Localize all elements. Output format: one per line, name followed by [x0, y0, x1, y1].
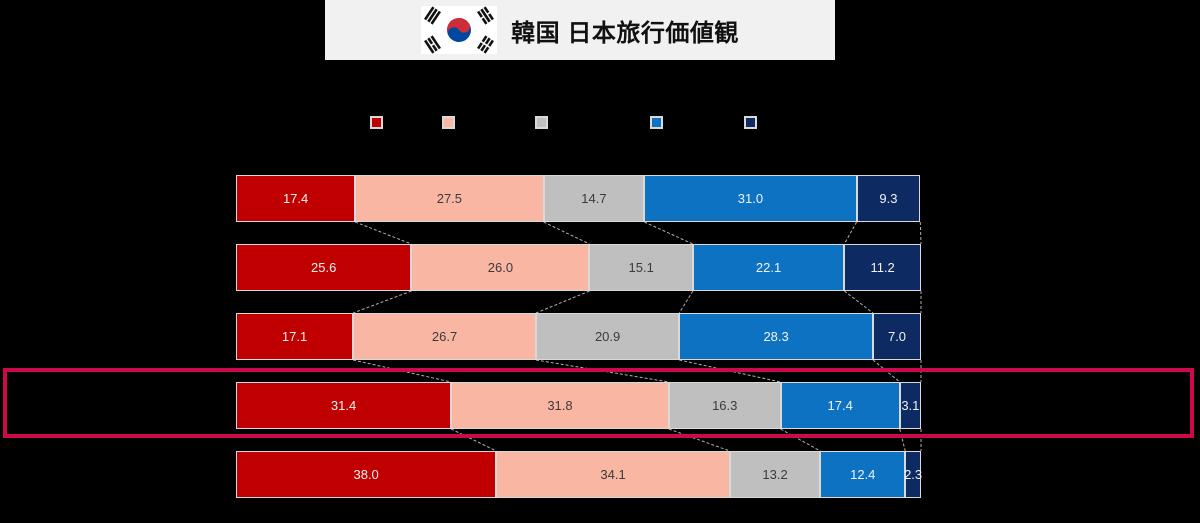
bar-segment: 14.7: [543, 175, 645, 222]
bar-segment: 9.3: [856, 175, 921, 222]
bar-segment: 3.1: [899, 382, 921, 429]
segment-value-label: 2.3: [904, 467, 923, 482]
bar-row: 17.1 26.7 20.9 28.3 7.0: [236, 313, 921, 360]
bar-segment: 31.4: [236, 382, 452, 429]
legend-swatch: [650, 116, 663, 129]
bar-segment: 17.4: [236, 175, 356, 222]
segment-value-label: 15.1: [628, 260, 654, 275]
bar-segment: 12.4: [820, 451, 906, 498]
legend-swatch: [370, 116, 383, 129]
bar-row: 17.4 27.5 14.7 31.0 9.3: [236, 175, 921, 222]
bar-segment: 38.0: [236, 451, 497, 498]
title-card: 韓国 日本旅行価値観: [325, 0, 835, 60]
segment-value-label: 13.2: [762, 467, 788, 482]
segment-value-label: 31.4: [330, 398, 357, 413]
segment-value-label: 9.3: [879, 191, 898, 206]
segment-value-label: 20.9: [594, 329, 621, 344]
highlight-box: [3, 368, 1194, 438]
bar-segment: 22.1: [692, 244, 845, 291]
segment-value-label: 25.6: [311, 260, 337, 275]
bar-row: 38.0 34.1 13.2 12.4 2.3: [236, 451, 923, 498]
bar-segment: 11.2: [844, 244, 921, 291]
segment-value-label: 31.0: [737, 191, 764, 206]
bar-segment: 28.3: [679, 313, 874, 360]
segment-value-label: 38.0: [353, 467, 379, 482]
legend-swatch: [744, 116, 757, 129]
segment-value-label: 27.5: [436, 191, 463, 206]
bar-segment: 34.1: [496, 451, 730, 498]
bar-segment: 20.9: [536, 313, 680, 360]
bar-segment: 27.5: [355, 175, 544, 222]
segment-value-label: 28.3: [763, 329, 789, 344]
bar-segment: 31.8: [451, 382, 669, 429]
bar-segment: 15.1: [589, 244, 693, 291]
segment-value-label: 34.1: [600, 467, 626, 482]
legend-swatch: [442, 116, 455, 129]
bar-segment: 16.3: [668, 382, 781, 429]
segment-value-label: 26.0: [487, 260, 514, 275]
bar-segment: 7.0: [873, 313, 921, 360]
bar-row: 31.4 31.8 16.3 17.4 3.1: [236, 382, 921, 429]
segment-value-label: 17.4: [282, 191, 309, 206]
segment-value-label: 17.4: [827, 398, 853, 413]
bar-segment: 17.1: [236, 313, 354, 360]
segment-value-label: 22.1: [755, 260, 782, 275]
bar-segment: 31.0: [644, 175, 857, 222]
bar-segment: 26.0: [411, 244, 590, 291]
page-title: 韓国 日本旅行価値観: [511, 19, 739, 47]
bar-segment: 25.6: [236, 244, 412, 291]
bar-segment: 26.7: [353, 313, 537, 360]
segment-value-label: 7.0: [887, 329, 907, 344]
segment-value-label: 11.2: [870, 260, 895, 275]
segment-value-label: 12.4: [850, 467, 876, 482]
segment-value-label: 31.8: [547, 398, 573, 413]
bar-segment: 2.3: [904, 451, 923, 498]
bar-row: 25.6 26.0 15.1 22.1 11.2: [236, 244, 921, 291]
segment-value-label: 17.1: [281, 329, 308, 344]
bar-segment: 13.2: [729, 451, 821, 498]
bar-segment: 17.4: [780, 382, 900, 429]
segment-value-label: 3.1: [901, 398, 920, 413]
segment-value-label: 14.7: [581, 191, 607, 206]
segment-value-label: 16.3: [712, 398, 738, 413]
segment-value-label: 26.7: [431, 329, 458, 344]
legend-swatch: [535, 116, 548, 129]
south-korea-flag-icon: [421, 6, 498, 54]
